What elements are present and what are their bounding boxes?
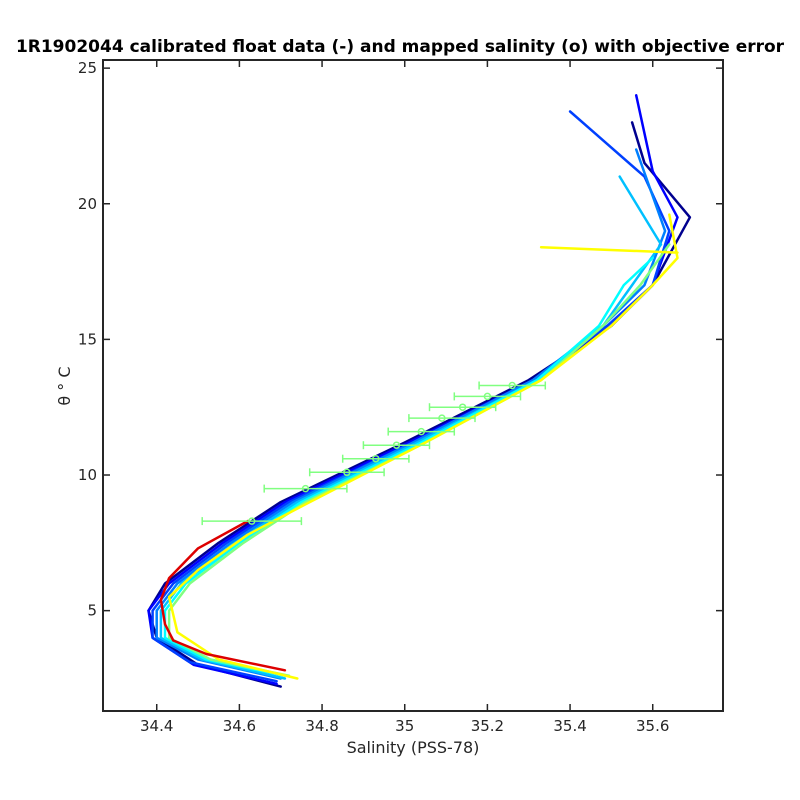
- x-tick-label-5: 35.2: [471, 717, 504, 735]
- profile-line-4: [155, 148, 667, 680]
- y-tick-label-1: 5: [87, 602, 97, 620]
- x-axis-label: Salinity (PSS-78): [347, 738, 480, 757]
- mapped-point-9: [453, 392, 522, 401]
- y-axis-ticks: 5 10 15 20 25: [78, 59, 723, 620]
- mapped-point-7: [408, 414, 476, 423]
- y-tick-label-3: 15: [78, 330, 97, 348]
- x-axis-ticks: 34.4 34.6 34.8 35 35.2 35.4 35.6: [140, 60, 669, 735]
- x-tick-label-2: 34.6: [223, 717, 256, 735]
- mapped-point-2: [263, 484, 348, 493]
- x-tick-label-7: 35.6: [636, 717, 669, 735]
- mapped-point-8: [428, 403, 497, 412]
- y-axis-label: θ ° C: [55, 366, 74, 405]
- y-tick-label-4: 20: [78, 195, 97, 213]
- x-tick-label-1: 34.4: [140, 717, 173, 735]
- profile-line-9: [539, 245, 679, 254]
- y-tick-label-5: 25: [78, 59, 97, 77]
- chart-title: 1R1902044 calibrated float data (-) and …: [16, 37, 785, 57]
- x-tick-label-6: 35.4: [553, 717, 586, 735]
- plot-area: [103, 60, 723, 711]
- mapped-salinity-layer: [201, 381, 547, 526]
- x-tick-label-4: 35: [395, 717, 414, 735]
- y-tick-label-2: 10: [78, 466, 97, 484]
- profile-line-8: [167, 213, 679, 680]
- mapped-point-10: [478, 381, 547, 390]
- mapped-point-1: [201, 517, 303, 526]
- profile-line-5: [159, 175, 663, 680]
- mapped-point-5: [362, 441, 431, 450]
- mapped-point-3: [308, 468, 385, 477]
- mapped-point-6: [387, 427, 456, 436]
- x-tick-label-3: 34.8: [305, 717, 338, 735]
- plot-frame: [102, 59, 724, 712]
- mapped-point-4: [341, 454, 410, 463]
- profile-line-10: [159, 519, 287, 672]
